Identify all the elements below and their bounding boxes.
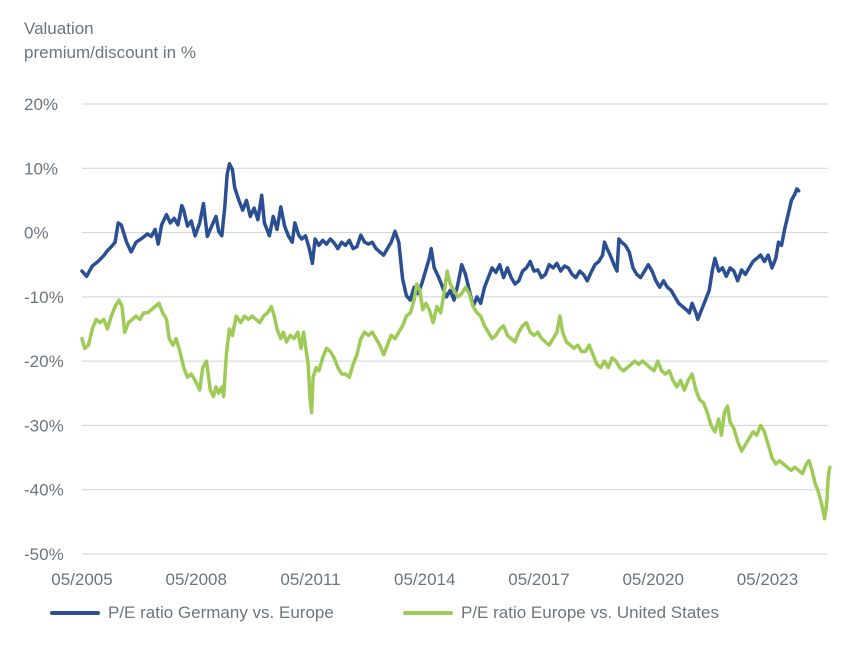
x-tick-label: 05/2011 xyxy=(280,570,340,589)
x-tick-label: 05/2008 xyxy=(166,570,227,589)
y-tick-label: -40% xyxy=(24,481,64,500)
series-lines xyxy=(80,162,832,521)
y-tick-label: 10% xyxy=(24,159,58,178)
legend-swatch-europe-vs-us xyxy=(403,611,453,615)
x-tick-labels: 05/2005 05/2008 05/2011 05/2014 05/2017 05/20… xyxy=(51,570,798,589)
y-axis-label-line-1: Valuation xyxy=(24,19,94,38)
y-tick-label: 0% xyxy=(24,224,49,243)
legend-item-europe-vs-us: P/E ratio Europe vs. United States xyxy=(403,603,719,623)
x-tick-label: 05/2017 xyxy=(508,570,569,589)
y-tick-labels: 20% 10% 0% -10% -20% -30% -40% -50% xyxy=(24,95,64,564)
y-tick-label: 20% xyxy=(24,95,58,114)
legend-item-germany-vs-europe: P/E ratio Germany vs. Europe xyxy=(50,603,334,623)
y-tick-label: -20% xyxy=(24,352,64,371)
x-tick-label: 05/2014 xyxy=(394,570,455,589)
y-tick-label: -10% xyxy=(24,288,64,307)
series-line-europe-vs-us xyxy=(80,269,832,521)
legend-swatch-germany-vs-europe xyxy=(50,611,100,615)
grid-lines xyxy=(82,103,828,555)
series-line-germany-vs-europe xyxy=(80,162,801,322)
y-axis-label-line-2: premium/discount in % xyxy=(24,43,196,62)
x-tick-label: 05/2023 xyxy=(737,570,798,589)
x-tick-label: 05/2005 xyxy=(51,570,112,589)
legend-label-europe-vs-us: P/E ratio Europe vs. United States xyxy=(461,603,719,622)
legend-label-germany-vs-europe: P/E ratio Germany vs. Europe xyxy=(108,603,334,622)
x-tick-label: 05/2020 xyxy=(622,570,683,589)
y-tick-label: -30% xyxy=(24,416,64,435)
y-tick-label: -50% xyxy=(24,545,64,564)
